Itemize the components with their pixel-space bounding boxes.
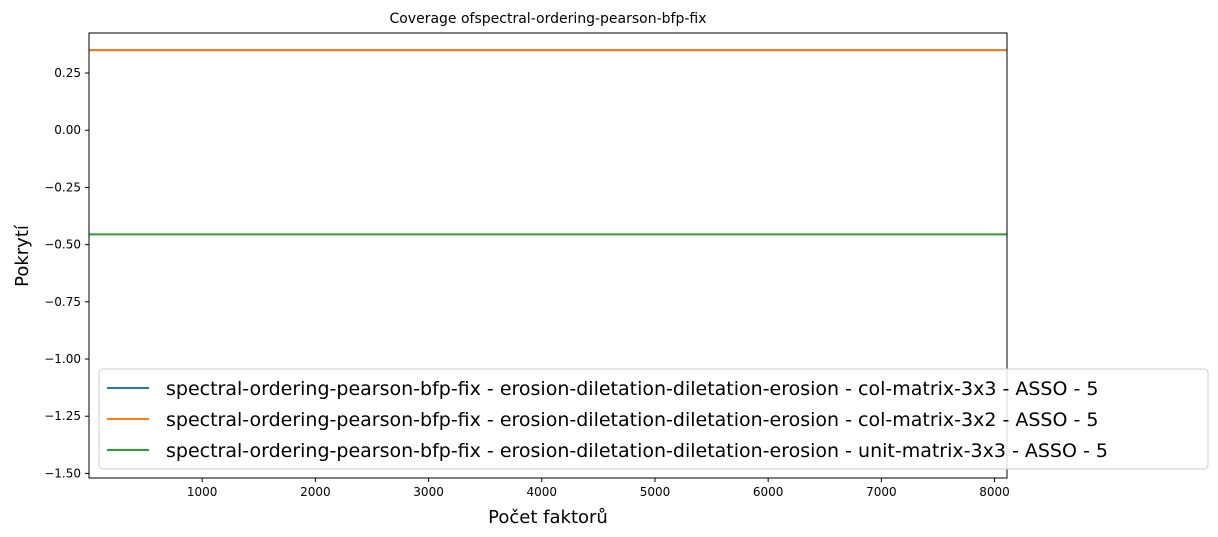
plot-area: [88, 32, 1008, 479]
y-axis-title: Pokrytí: [12, 224, 33, 287]
y-tick-label: 0.00: [54, 123, 81, 137]
x-tick-label: 5000: [640, 485, 671, 499]
y-tick-label: −1.25: [44, 409, 81, 423]
axes-frame: [88, 32, 1008, 479]
legend: spectral-ordering-pearson-bfp-fix - eros…: [98, 368, 1209, 470]
x-tick-label: 8000: [979, 485, 1010, 499]
x-tick-label: 3000: [413, 485, 444, 499]
legend-label-3: spectral-ordering-pearson-bfp-fix - eros…: [166, 440, 1108, 462]
y-tick-label: −0.25: [44, 180, 81, 194]
y-tick-label: −0.50: [44, 238, 81, 252]
x-tick-label: 7000: [866, 485, 897, 499]
y-tick-label: 0.25: [54, 66, 81, 80]
chart-title: Coverage ofspectral-ordering-pearson-bfp…: [389, 11, 706, 27]
x-axis-title: Počet faktorů: [488, 507, 608, 528]
x-tick-label: 4000: [527, 485, 558, 499]
x-tick-label: 6000: [753, 485, 784, 499]
x-tick-label: 2000: [300, 485, 331, 499]
legend-box: [98, 368, 1209, 470]
y-tick-label: −1.00: [44, 352, 81, 366]
y-tick-label: −1.50: [44, 466, 81, 480]
legend-label-2: spectral-ordering-pearson-bfp-fix - eros…: [166, 409, 1098, 431]
legend-label-1: spectral-ordering-pearson-bfp-fix - eros…: [166, 378, 1098, 400]
x-tick-label: 1000: [187, 485, 218, 499]
axis-ticks: 1000 2000 3000 4000 5000 6000 7000 8000 0.25 0.00…: [44, 66, 1010, 499]
y-tick-label: −0.75: [44, 295, 81, 309]
